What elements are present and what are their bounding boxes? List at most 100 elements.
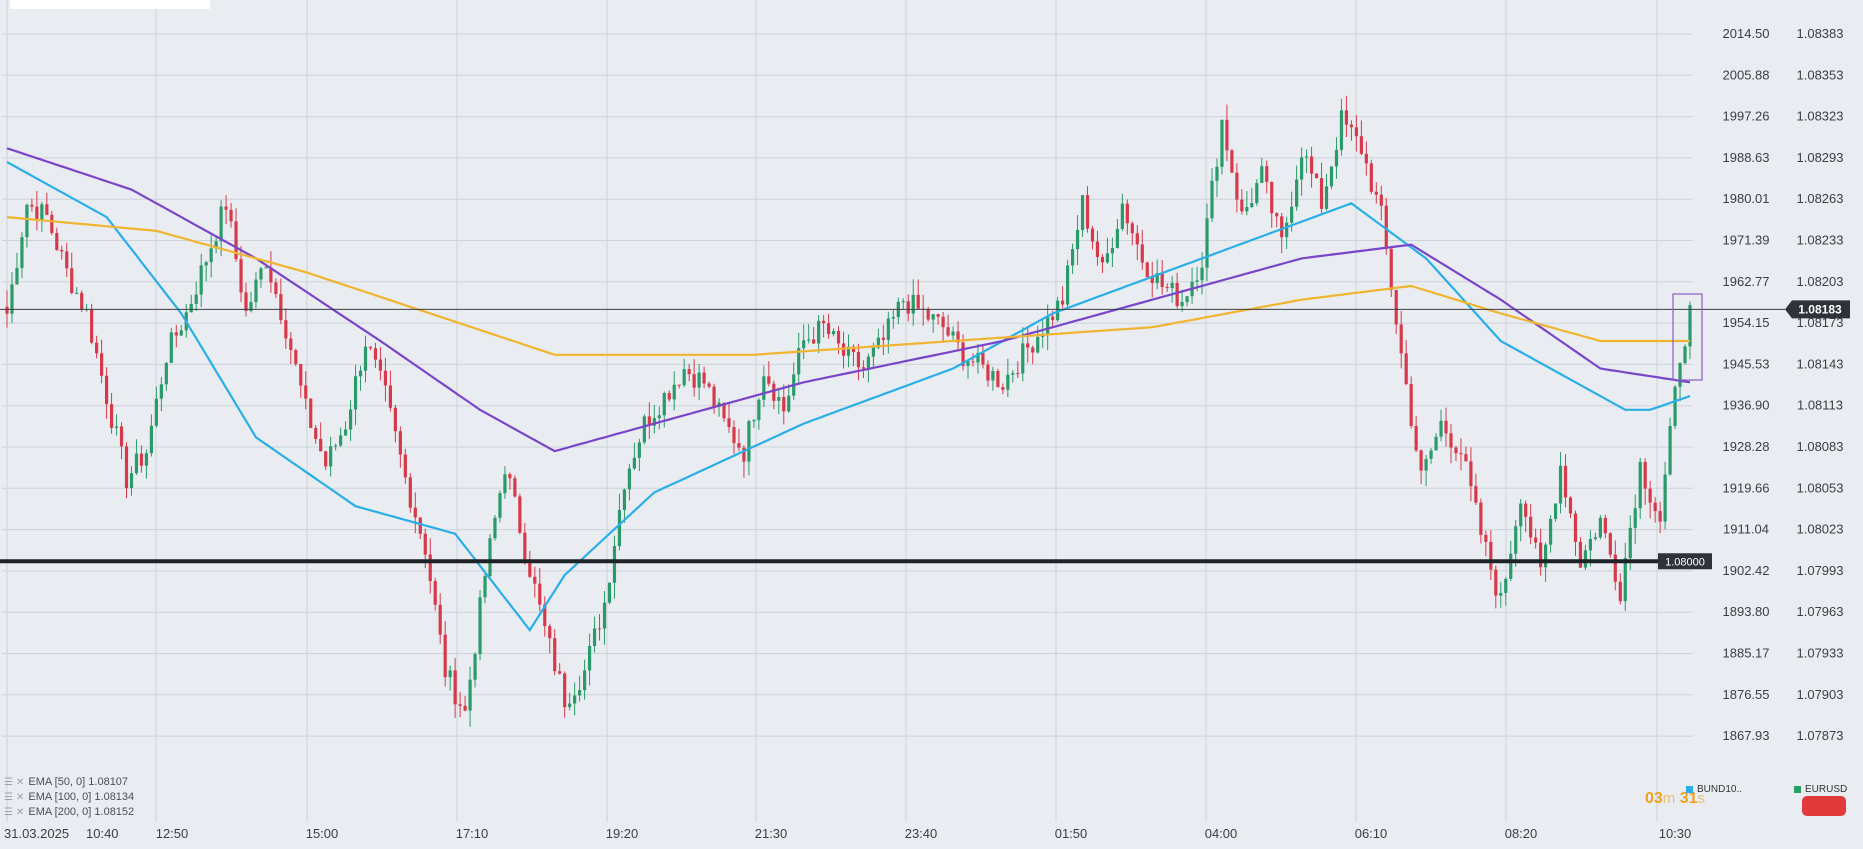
right-axis-tick: 1.08083 (1797, 439, 1844, 454)
candle-body (169, 332, 173, 363)
right-axis-tick: 1.07963 (1797, 604, 1844, 619)
settings-icon[interactable]: ☰ (4, 807, 13, 818)
sell-button[interactable] (1802, 796, 1846, 816)
candle-body (1200, 267, 1204, 281)
candle-body (941, 316, 945, 328)
legend-label: EMA [100, 0] 1.08134 (28, 791, 135, 803)
candle-body (1036, 336, 1040, 353)
candle-body (1464, 454, 1468, 462)
candle-body (687, 369, 691, 375)
indicator-legend: ☰ ✕ EMA [50, 0] 1.08107 ☰ ✕ EMA [100, 0]… (4, 775, 134, 820)
candle-body (1260, 166, 1264, 183)
candle-body (767, 376, 771, 384)
candle-body (1041, 335, 1045, 337)
current-price-label-bg (1785, 300, 1850, 319)
left-axis-tick: 1980.01 (1723, 191, 1770, 206)
close-icon[interactable]: ✕ (15, 777, 25, 788)
candle-body (1633, 508, 1637, 528)
left-axis-tick: 1893.80 (1723, 604, 1770, 619)
candle-body (1369, 163, 1373, 192)
candle-body (254, 279, 258, 303)
candle-body (1031, 347, 1035, 353)
candle-body (1673, 386, 1677, 426)
candle-body (677, 384, 681, 386)
candle-body (393, 407, 397, 432)
candle-body (747, 421, 751, 462)
candle-body (802, 340, 806, 349)
symbol-label: BUND10.. (1697, 784, 1743, 795)
candle-body (1329, 166, 1334, 187)
right-axis-tick: 1.08053 (1797, 480, 1844, 495)
symbol-legend-primary[interactable]: EURUSD (1794, 784, 1847, 795)
candle-body (861, 367, 866, 369)
candle-body (358, 370, 363, 377)
x-axis-tick: 17:10 (456, 826, 489, 841)
candle-body (468, 679, 472, 711)
legend-label: EMA [50, 0] 1.08107 (28, 776, 129, 788)
legend-item-ema-50[interactable]: ☰ ✕ EMA [50, 0] 1.08107 (4, 775, 134, 790)
left-axis-tick: 1919.66 (1723, 480, 1770, 495)
candle-body (144, 453, 149, 466)
candle-body (697, 372, 701, 388)
right-axis-tick: 1.08383 (1797, 26, 1844, 41)
symbol-legend-secondary[interactable]: BUND10.. (1686, 784, 1742, 795)
left-axis-tick: 1876.55 (1723, 687, 1770, 702)
legend-item-ema-100[interactable]: ☰ ✕ EMA [100, 0] 1.08134 (4, 790, 134, 805)
candle-body (1255, 182, 1259, 204)
candle-body (1309, 156, 1314, 174)
candle-body (1304, 156, 1309, 158)
candle-body (368, 346, 373, 349)
x-axis-tick: 19:20 (606, 826, 639, 841)
candle-body (1648, 488, 1652, 503)
candle-body (1110, 248, 1115, 254)
candle-body (817, 320, 821, 344)
left-axis-tick: 1867.93 (1723, 728, 1770, 743)
candle-body (612, 546, 617, 583)
candle-body (1250, 203, 1254, 207)
candle-body (856, 352, 861, 368)
candle-body (1429, 450, 1433, 459)
timer-seconds-unit: s (1697, 790, 1706, 807)
candle-body (1314, 173, 1319, 179)
candle-body (1145, 262, 1149, 277)
candle-body (1374, 191, 1378, 195)
candle-body (1548, 518, 1553, 545)
settings-icon[interactable]: ☰ (4, 777, 13, 788)
right-axis-tick: 1.08173 (1797, 315, 1844, 330)
candle-body (528, 559, 532, 577)
right-axis-tick: 1.08203 (1797, 274, 1844, 289)
candle-body (752, 420, 756, 422)
x-axis-tick: 06:10 (1355, 826, 1388, 841)
symbol-label: EURUSD (1805, 784, 1848, 795)
candle-body (428, 554, 432, 582)
candle-body (40, 204, 44, 221)
candle-body (508, 474, 512, 479)
candle-body (1598, 517, 1602, 538)
candle-body (1643, 461, 1647, 489)
settings-icon[interactable]: ☰ (4, 792, 13, 803)
legend-item-ema-200[interactable]: ☰ ✕ EMA [200, 0] 1.08152 (4, 805, 134, 820)
candle-body (533, 576, 537, 584)
candle-body (513, 478, 517, 497)
right-axis-tick: 1.08323 (1797, 109, 1844, 124)
candle-body (667, 392, 671, 400)
timer-seconds: 31 (1679, 790, 1698, 807)
candle-body (75, 292, 79, 294)
candle-body (563, 673, 567, 708)
candle-body (1011, 373, 1015, 375)
close-icon[interactable]: ✕ (15, 792, 25, 803)
close-icon[interactable]: ✕ (15, 807, 25, 818)
candle-body (597, 628, 602, 630)
candle-body (777, 397, 781, 401)
candle-body (871, 347, 875, 357)
candle-body (1280, 216, 1284, 238)
candle-body (1519, 503, 1523, 527)
candle-body (423, 533, 427, 555)
left-axis-tick: 2014.50 (1723, 26, 1770, 41)
candle-body (916, 294, 920, 309)
candle-body (50, 214, 54, 234)
candle-body (219, 206, 223, 242)
candle-body (124, 446, 129, 489)
